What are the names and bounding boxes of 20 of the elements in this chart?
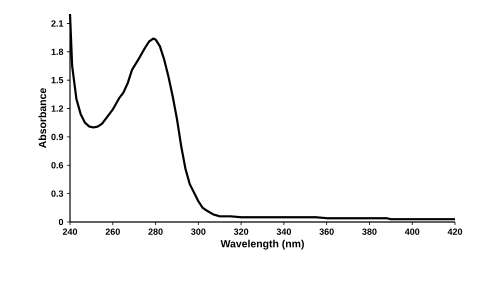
- y-tick-label: 0.6: [51, 162, 64, 168]
- y-tick-label: 0: [58, 218, 64, 226]
- x-tick-label: 360: [319, 228, 334, 235]
- x-axis-title: Wavelength (nm): [220, 240, 304, 250]
- y-axis-title: Absorbance: [38, 88, 46, 148]
- x-tick-label: 260: [106, 228, 120, 235]
- y-tick-label: 0.3: [51, 190, 64, 197]
- x-tick-label: 380: [362, 228, 377, 235]
- x-tick-label: 280: [148, 228, 163, 235]
- y-tick-label: 1.8: [52, 48, 64, 55]
- y-tick-label: 1.2: [52, 105, 64, 112]
- x-tick-label: 420: [448, 228, 462, 235]
- y-tick-label: 2.1: [51, 20, 64, 27]
- x-tick-label: 240: [62, 228, 78, 235]
- x-tick-label: 340: [276, 228, 292, 235]
- x-tick-label: 300: [191, 228, 206, 235]
- y-tick-label: 1.5: [52, 77, 64, 84]
- x-tick-label: 320: [234, 228, 248, 235]
- y-tick-label: 0.9: [51, 134, 64, 140]
- x-tick-label: 400: [404, 228, 420, 235]
